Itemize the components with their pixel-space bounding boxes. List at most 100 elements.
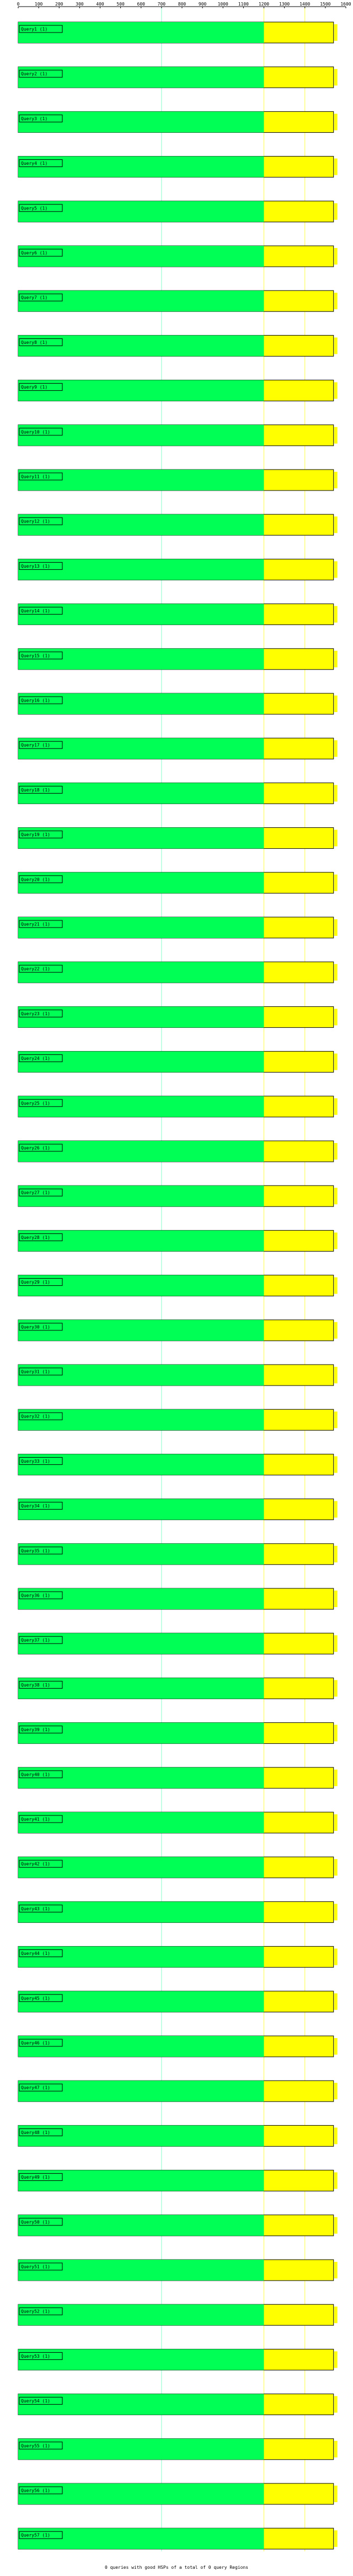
query-row[interactable]: Query36 (1) xyxy=(18,1588,338,1610)
query-row[interactable]: Query46 (1) xyxy=(18,2035,338,2057)
row-label-box xyxy=(19,562,63,570)
query-row[interactable]: Query40 (1) xyxy=(18,1767,338,1789)
query-row[interactable]: Query18 (1) xyxy=(18,782,338,804)
row-label-box xyxy=(19,831,63,839)
query-row[interactable]: Query15 (1) xyxy=(18,648,338,670)
query-row[interactable]: Query26 (1) xyxy=(18,1140,338,1162)
query-row[interactable]: Query24 (1) xyxy=(18,1051,338,1073)
summary-footer: 0 queries with good HSPs of a total of 0… xyxy=(104,2565,249,2570)
query-row[interactable]: Query17 (1) xyxy=(18,737,338,759)
query-row[interactable]: Query3 (1) xyxy=(18,111,338,133)
query-row[interactable]: Query1 (1) xyxy=(18,21,338,44)
query-row[interactable]: Query37 (1) xyxy=(18,1632,338,1655)
query-row[interactable]: Query50 (1) xyxy=(18,2214,338,2237)
overflow-tab xyxy=(334,1053,338,1070)
query-row[interactable]: Query56 (1) xyxy=(18,2483,338,2505)
row-label: Query10 (1) xyxy=(21,429,50,434)
row-label-box xyxy=(19,1054,63,1063)
query-row[interactable]: Query29 (1) xyxy=(18,1275,338,1297)
query-row[interactable]: Query30 (1) xyxy=(18,1319,338,1341)
overflow-tab xyxy=(334,69,338,86)
row-label: Query20 (1) xyxy=(21,877,50,882)
query-row[interactable]: Query45 (1) xyxy=(18,1991,338,2013)
row-label-box xyxy=(19,2442,63,2450)
row-label: Query19 (1) xyxy=(21,832,50,837)
query-row[interactable]: Query5 (1) xyxy=(18,201,338,223)
overflow-tab xyxy=(334,24,338,41)
row-label: Query17 (1) xyxy=(21,743,50,748)
query-row[interactable]: Query6 (1) xyxy=(18,245,338,267)
row-label-box xyxy=(19,114,63,122)
query-row[interactable]: Query41 (1) xyxy=(18,1812,338,1834)
row-label-box xyxy=(19,383,63,391)
row-label-box xyxy=(19,1770,63,1779)
overflow-tab xyxy=(334,1993,338,2010)
query-row[interactable]: Query49 (1) xyxy=(18,2170,338,2192)
query-row[interactable]: Query13 (1) xyxy=(18,558,338,580)
query-row[interactable]: Query55 (1) xyxy=(18,2438,338,2460)
query-row[interactable]: Query39 (1) xyxy=(18,1722,338,1744)
query-row[interactable]: Query19 (1) xyxy=(18,827,338,849)
query-row[interactable]: Query7 (1) xyxy=(18,290,338,312)
overflow-tab xyxy=(334,2486,338,2502)
overflow-tab xyxy=(334,158,338,175)
query-row[interactable]: Query33 (1) xyxy=(18,1453,338,1475)
query-row[interactable]: Query53 (1) xyxy=(18,2348,338,2370)
query-row[interactable]: Query25 (1) xyxy=(18,1096,338,1118)
query-row[interactable]: Query10 (1) xyxy=(18,424,338,446)
query-row[interactable]: Query32 (1) xyxy=(18,1409,338,1431)
row-label: Query45 (1) xyxy=(21,1996,50,2001)
query-row[interactable]: Query31 (1) xyxy=(18,1364,338,1386)
overflow-tab xyxy=(334,1098,338,1115)
x-tick-label: 1000 xyxy=(218,2,228,7)
query-row[interactable]: Query51 (1) xyxy=(18,2259,338,2281)
query-row[interactable]: Query22 (1) xyxy=(18,961,338,983)
query-row[interactable]: Query42 (1) xyxy=(18,1856,338,1878)
overflow-tab xyxy=(334,1591,338,1607)
row-label: Query6 (1) xyxy=(21,251,47,256)
query-row[interactable]: Query43 (1) xyxy=(18,1901,338,1923)
row-label-box xyxy=(19,1367,63,1376)
query-row[interactable]: Query12 (1) xyxy=(18,514,338,536)
query-row[interactable]: Query11 (1) xyxy=(18,469,338,491)
row-label-box xyxy=(19,293,63,301)
query-row[interactable]: Query52 (1) xyxy=(18,2304,338,2326)
query-row[interactable]: Query8 (1) xyxy=(18,335,338,357)
row-label: Query18 (1) xyxy=(21,788,50,793)
query-row[interactable]: Query27 (1) xyxy=(18,1185,338,1207)
query-row[interactable]: Query28 (1) xyxy=(18,1230,338,1252)
overflow-tab xyxy=(334,1545,338,1562)
row-label-box xyxy=(19,785,63,794)
x-tick-label: 1200 xyxy=(259,2,269,7)
query-row[interactable]: Query23 (1) xyxy=(18,1006,338,1028)
overflow-tab xyxy=(334,829,338,847)
row-label: Query13 (1) xyxy=(21,564,50,569)
query-row[interactable]: Query57 (1) xyxy=(18,2528,338,2550)
row-label: Query3 (1) xyxy=(21,116,47,121)
query-row[interactable]: Query47 (1) xyxy=(18,2080,338,2102)
row-label-box xyxy=(19,517,63,525)
row-label-box xyxy=(19,159,63,168)
x-tick-label: 800 xyxy=(178,2,186,7)
query-row[interactable]: Query16 (1) xyxy=(18,693,338,715)
query-row[interactable]: Query4 (1) xyxy=(18,156,338,178)
query-row[interactable]: Query38 (1) xyxy=(18,1677,338,1699)
row-label: Query7 (1) xyxy=(21,295,47,300)
x-tick-label: 0 xyxy=(17,2,20,7)
query-row[interactable]: Query21 (1) xyxy=(18,917,338,939)
query-row[interactable]: Query44 (1) xyxy=(18,1946,338,1968)
query-row[interactable]: Query2 (1) xyxy=(18,66,338,88)
query-row[interactable]: Query34 (1) xyxy=(18,1499,338,1521)
row-label-box xyxy=(19,69,63,78)
row-label-box xyxy=(19,1546,63,1555)
query-row[interactable]: Query9 (1) xyxy=(18,380,338,402)
overflow-tab xyxy=(334,696,338,712)
query-row[interactable]: Query14 (1) xyxy=(18,603,338,626)
query-row[interactable]: Query35 (1) xyxy=(18,1543,338,1565)
row-label: Query52 (1) xyxy=(21,2309,50,2314)
x-tick-label: 900 xyxy=(199,2,207,7)
row-label: Query50 (1) xyxy=(21,2219,50,2224)
query-row[interactable]: Query48 (1) xyxy=(18,2125,338,2147)
query-row[interactable]: Query54 (1) xyxy=(18,2394,338,2416)
query-row[interactable]: Query20 (1) xyxy=(18,872,338,894)
